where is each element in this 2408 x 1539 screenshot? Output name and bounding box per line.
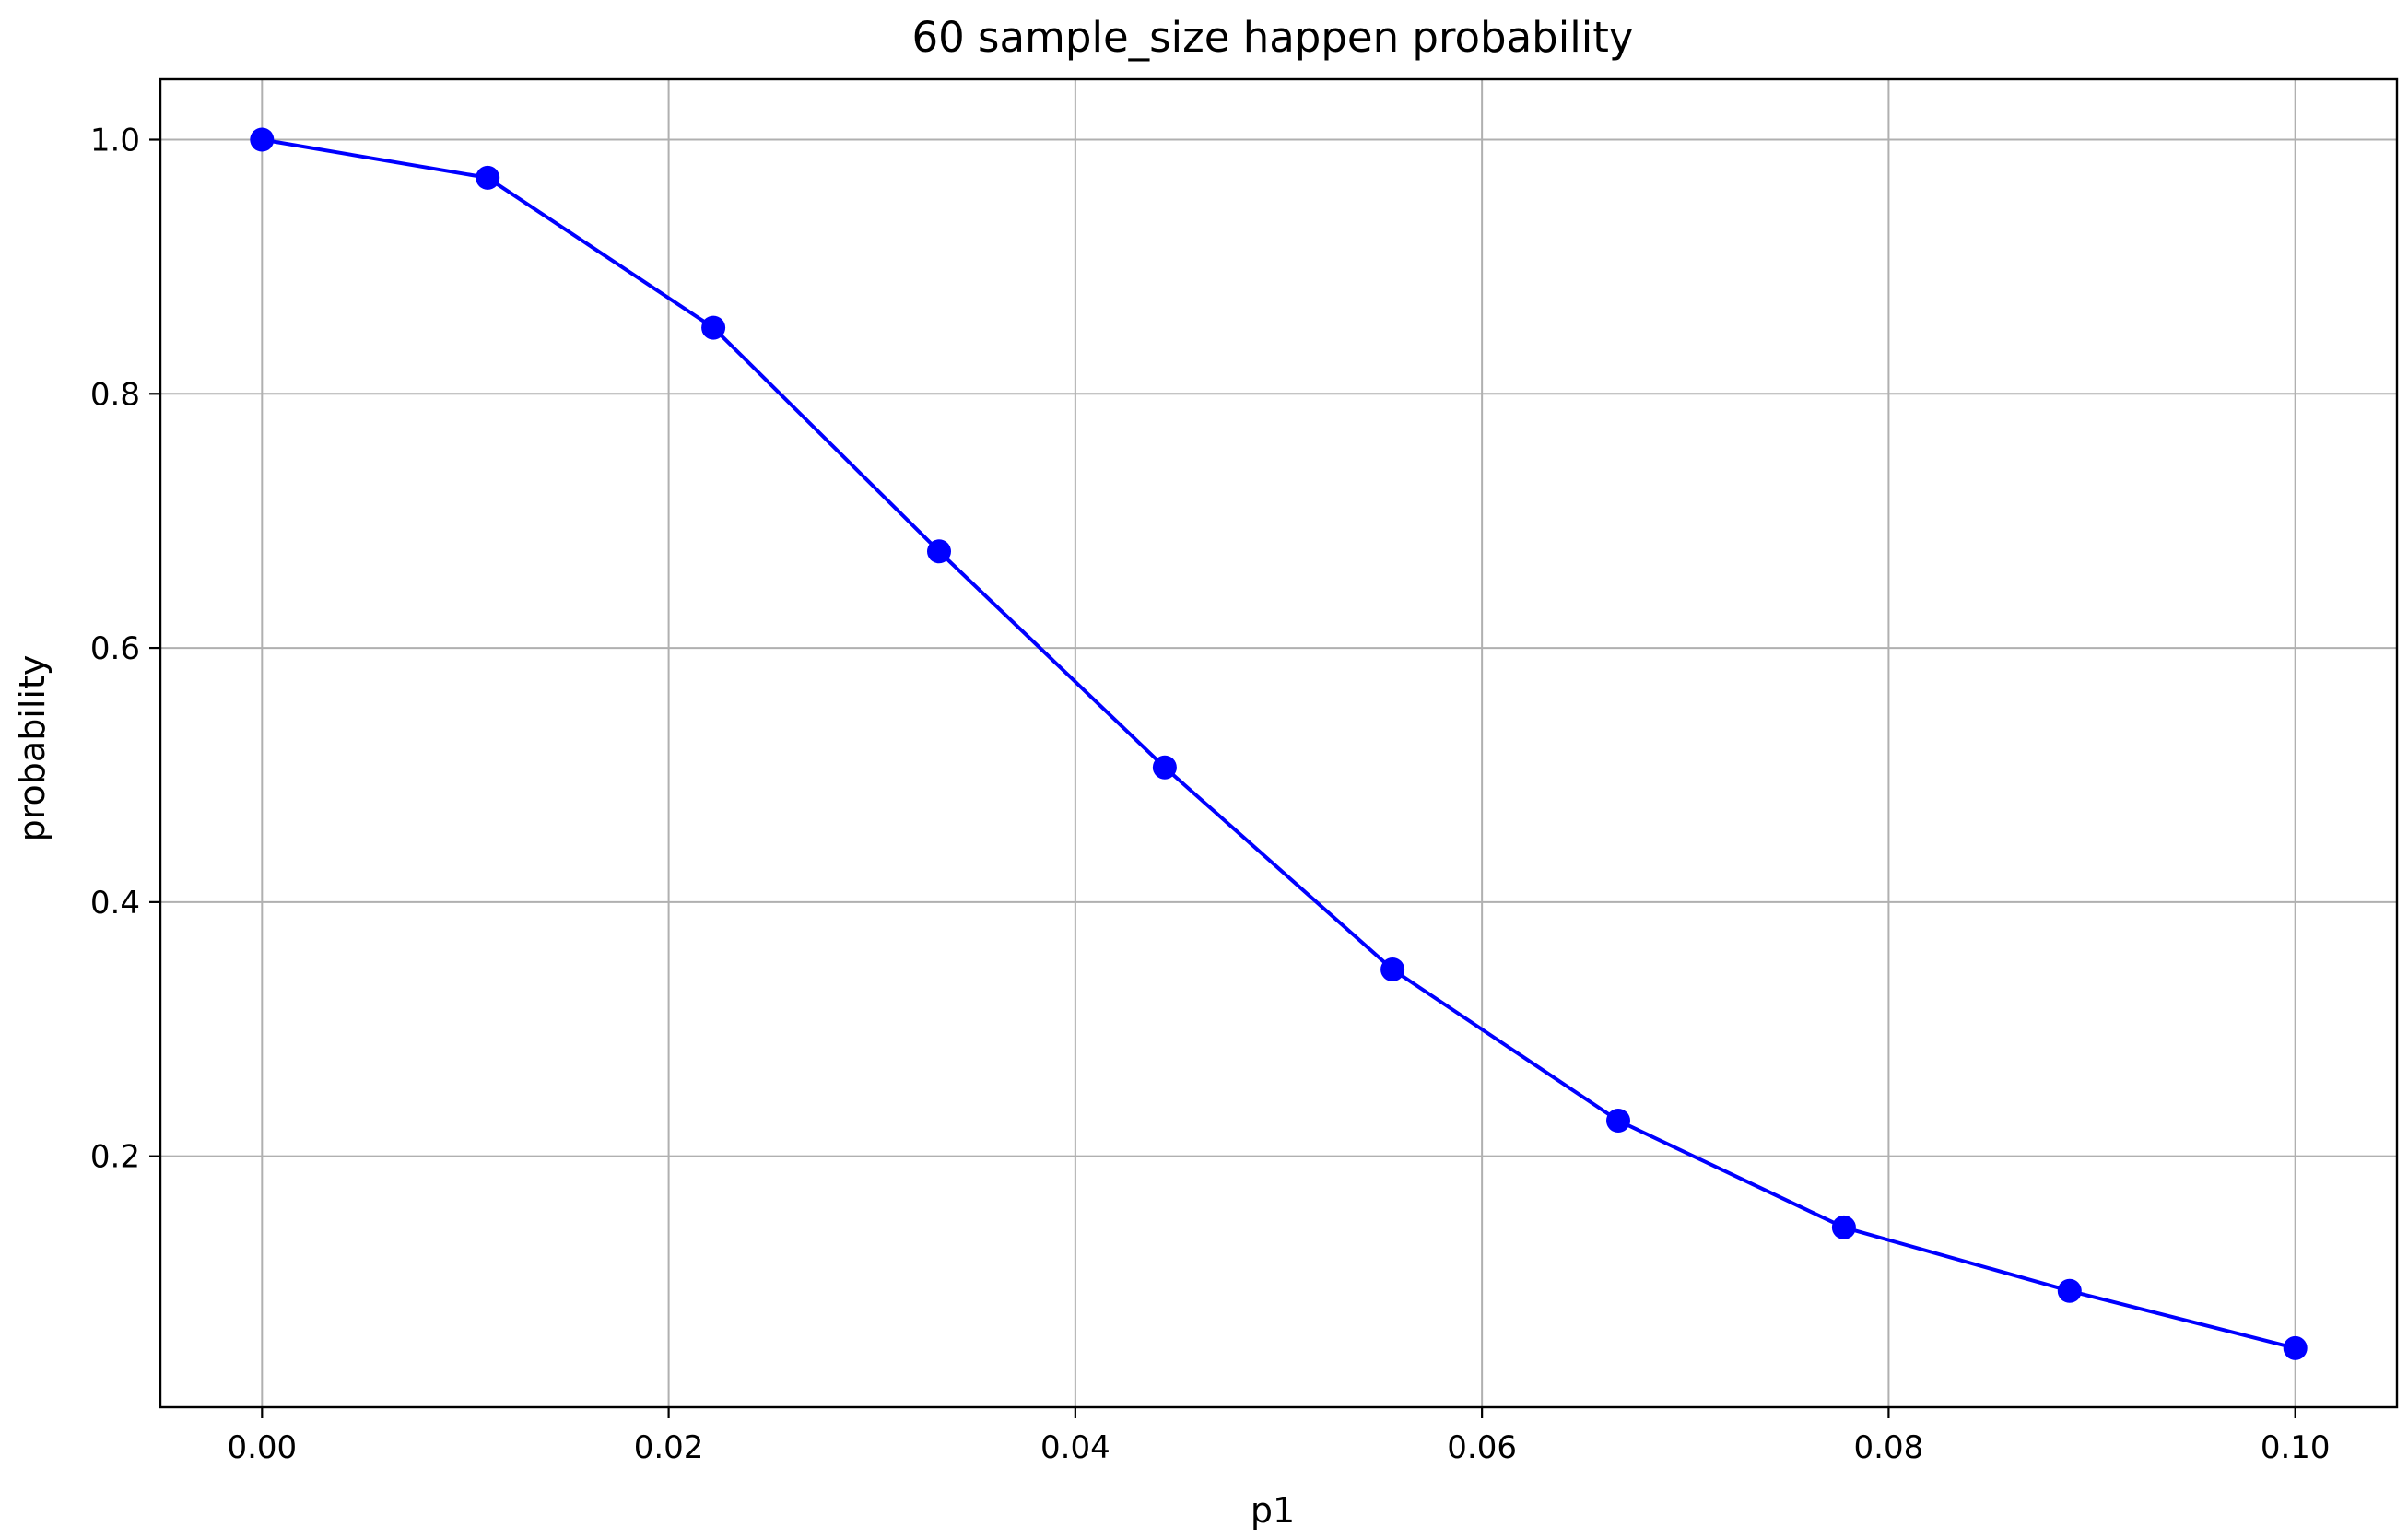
series-line-layer [261, 137, 2296, 1350]
y-tick-label: 0.6 [90, 630, 140, 667]
y-tick-label: 0.2 [90, 1139, 140, 1176]
y-tick-label: 0.8 [90, 376, 140, 413]
data-point [476, 165, 500, 190]
y-axis-ticks: 0.2 0.4 0.6 0.8 1.0 [90, 123, 160, 1176]
plot-area-frame [159, 77, 2399, 1409]
data-point [1606, 1109, 1630, 1133]
x-tick-label: 0.10 [2261, 1429, 2331, 1466]
x-axis-label: p1 [1251, 1490, 1295, 1531]
x-tick-label: 0.02 [634, 1429, 704, 1466]
x-axis-ticks: 0.00 0.02 0.04 0.06 0.08 0.10 [227, 1407, 2331, 1466]
x-tick-label: 0.06 [1447, 1429, 1517, 1466]
data-points [250, 127, 2308, 1360]
gridlines [160, 79, 2397, 1407]
y-axis-label: probability [12, 655, 53, 842]
series-line [261, 137, 2296, 1350]
data-point [701, 315, 726, 340]
x-tick-label: 0.04 [1040, 1429, 1110, 1466]
data-point [1831, 1215, 1856, 1239]
data-point [250, 127, 275, 152]
data-point [2283, 1335, 2308, 1360]
x-tick-label: 0.08 [1854, 1429, 1924, 1466]
chart-title: 60 sample_size happen probability [911, 13, 1633, 62]
y-tick-label: 1.0 [90, 123, 140, 159]
x-tick-label: 0.00 [227, 1429, 297, 1466]
data-point [1380, 957, 1405, 981]
y-tick-label: 0.4 [90, 885, 140, 922]
data-point [2057, 1278, 2082, 1303]
data-point [1152, 755, 1177, 780]
data-point [927, 539, 951, 564]
